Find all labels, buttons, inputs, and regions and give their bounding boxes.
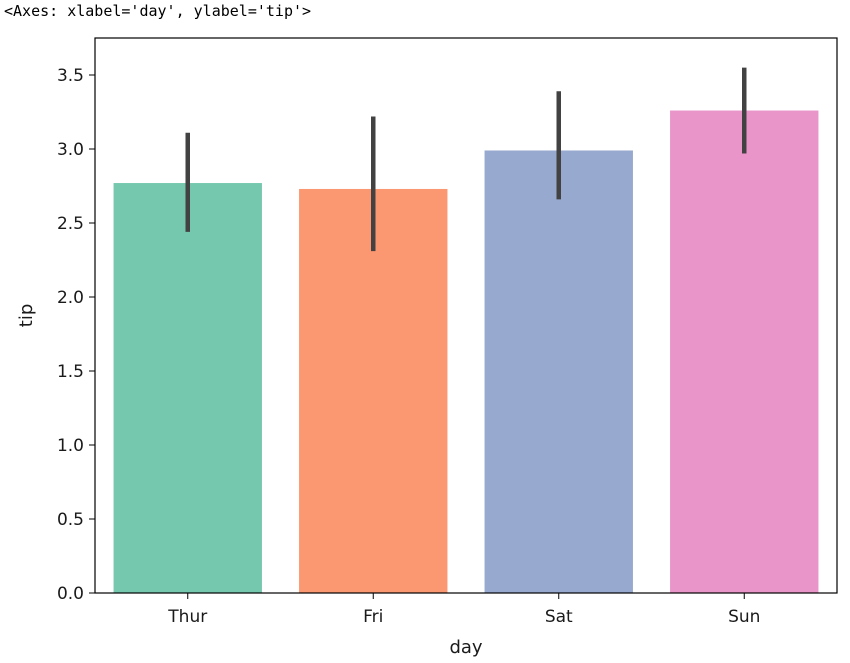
x-tick-label: Thur xyxy=(167,607,207,627)
y-tick-label: 0.5 xyxy=(57,510,84,530)
bar-sat xyxy=(484,150,633,594)
x-axis-ticks: Thur Fri Sat Sun xyxy=(167,593,760,627)
y-axis-ticks: 0.0 0.5 1.0 1.5 2.0 2.5 3.0 3.5 xyxy=(57,66,95,604)
output-repr-text: <Axes: xlabel='day', ylabel='tip'> xyxy=(4,2,312,20)
y-tick-label: 2.0 xyxy=(57,288,84,308)
y-tick-label: 3.5 xyxy=(57,66,84,86)
y-tick-label: 1.5 xyxy=(57,362,84,382)
y-tick-label: 1.0 xyxy=(57,436,84,456)
y-tick-label: 0.0 xyxy=(57,584,84,604)
bar-thur xyxy=(113,183,262,594)
x-tick-label: Sun xyxy=(728,607,760,627)
bar-sun xyxy=(670,110,819,594)
x-tick-label: Fri xyxy=(363,607,383,627)
x-tick-label: Sat xyxy=(545,607,573,627)
bars-layer xyxy=(113,110,819,594)
x-axis-label: day xyxy=(449,637,482,658)
axes-frame xyxy=(94,37,838,594)
y-tick-label: 3.0 xyxy=(57,140,84,160)
bar-fri xyxy=(299,188,448,593)
y-axis-label: tip xyxy=(16,304,37,327)
y-tick-label: 2.5 xyxy=(57,214,84,234)
error-bars-layer xyxy=(185,67,747,252)
